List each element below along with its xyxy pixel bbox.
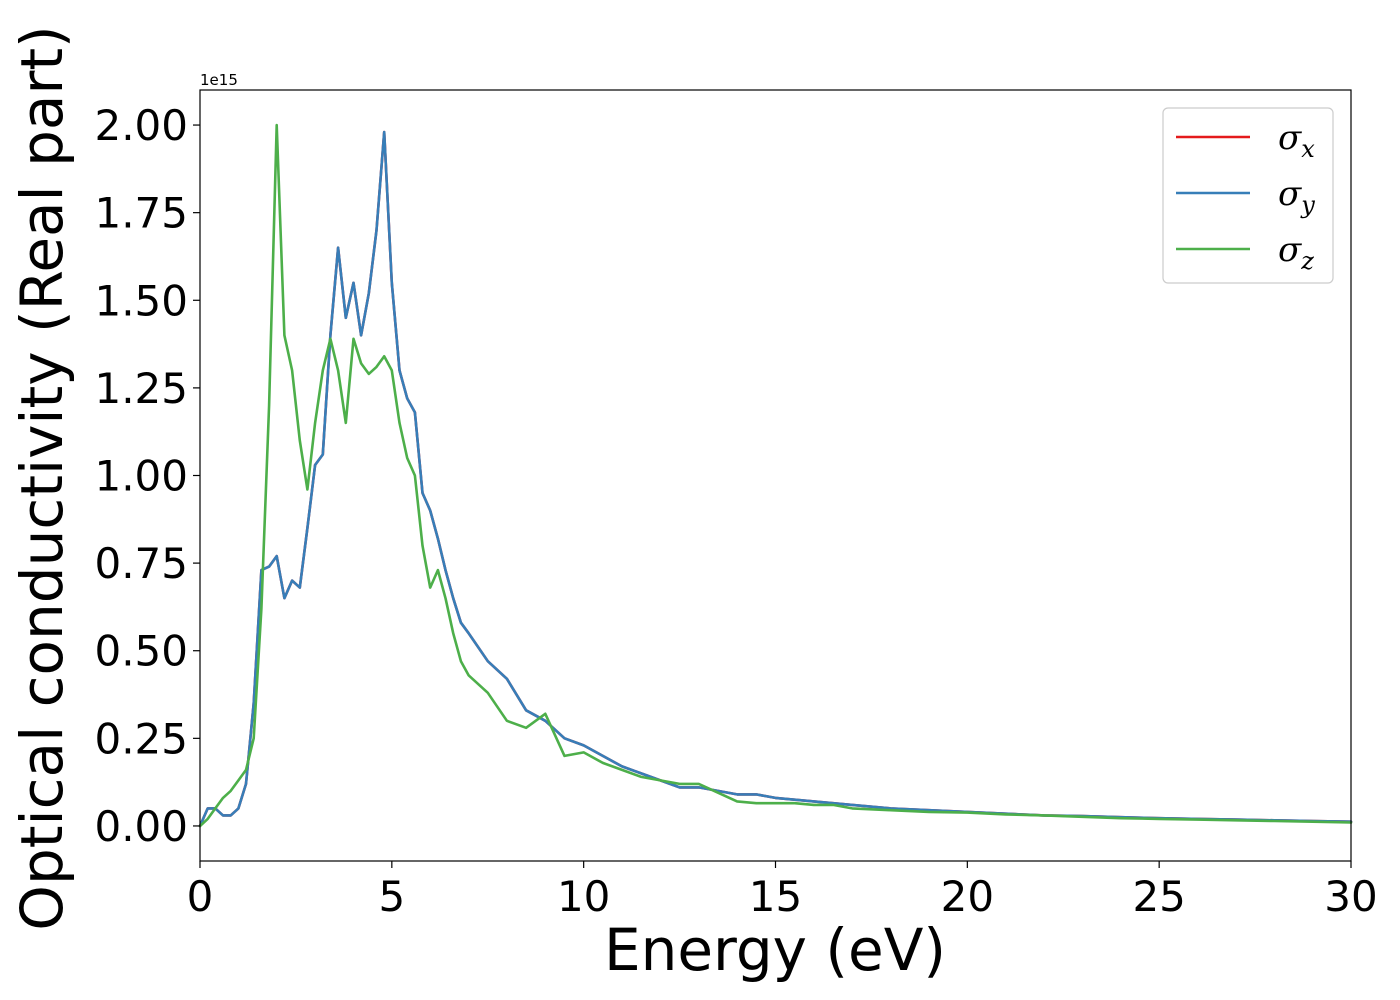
y-offset-label: 1e15	[200, 71, 238, 89]
legend-symbol: σ	[1278, 174, 1302, 214]
legend-label-x: σx	[1278, 118, 1315, 163]
x-tick-label: 30	[1324, 872, 1377, 921]
x-tick-label: 5	[378, 872, 405, 921]
legend-label-y: σy	[1278, 174, 1315, 219]
legend-subscript: z	[1300, 247, 1314, 275]
y-tick-label: 1.25	[94, 364, 188, 413]
y-tick-label: 0.00	[94, 802, 188, 851]
y-tick-label: 1.00	[94, 452, 188, 501]
legend-subscript: x	[1301, 135, 1315, 163]
legend-symbol: σ	[1278, 230, 1302, 270]
y-tick-label: 0.75	[94, 539, 188, 588]
y-tick-label: 1.50	[94, 276, 188, 325]
y-tick-label: 0.25	[94, 714, 188, 763]
series-line-z	[198, 123, 1353, 828]
y-axis-label: Optical conductivity (Real part)	[8, 25, 76, 930]
y-tick-label: 1.75	[94, 189, 188, 238]
x-axis: 0 5 10 15 20 25 30	[187, 861, 1378, 921]
y-axis: 0.00 0.25 0.50 0.75 1.00 1.25 1.50 1.75 2.00	[94, 101, 200, 851]
legend-symbol: σ	[1278, 118, 1302, 158]
x-tick-label: 15	[749, 872, 802, 921]
x-tick-label: 10	[557, 872, 610, 921]
y-tick-label: 2.00	[94, 101, 188, 150]
x-tick-label: 0	[187, 872, 214, 921]
legend-subscript: y	[1300, 191, 1315, 219]
y-tick-label: 0.50	[94, 627, 188, 676]
series-line-y	[198, 130, 1353, 828]
legend-label-z: σz	[1278, 230, 1314, 275]
x-tick-label: 25	[1132, 872, 1185, 921]
x-tick-label: 20	[941, 872, 994, 921]
x-axis-label: Energy (eV)	[604, 916, 946, 984]
plot-lines	[198, 123, 1353, 828]
legend-box	[1162, 107, 1334, 284]
